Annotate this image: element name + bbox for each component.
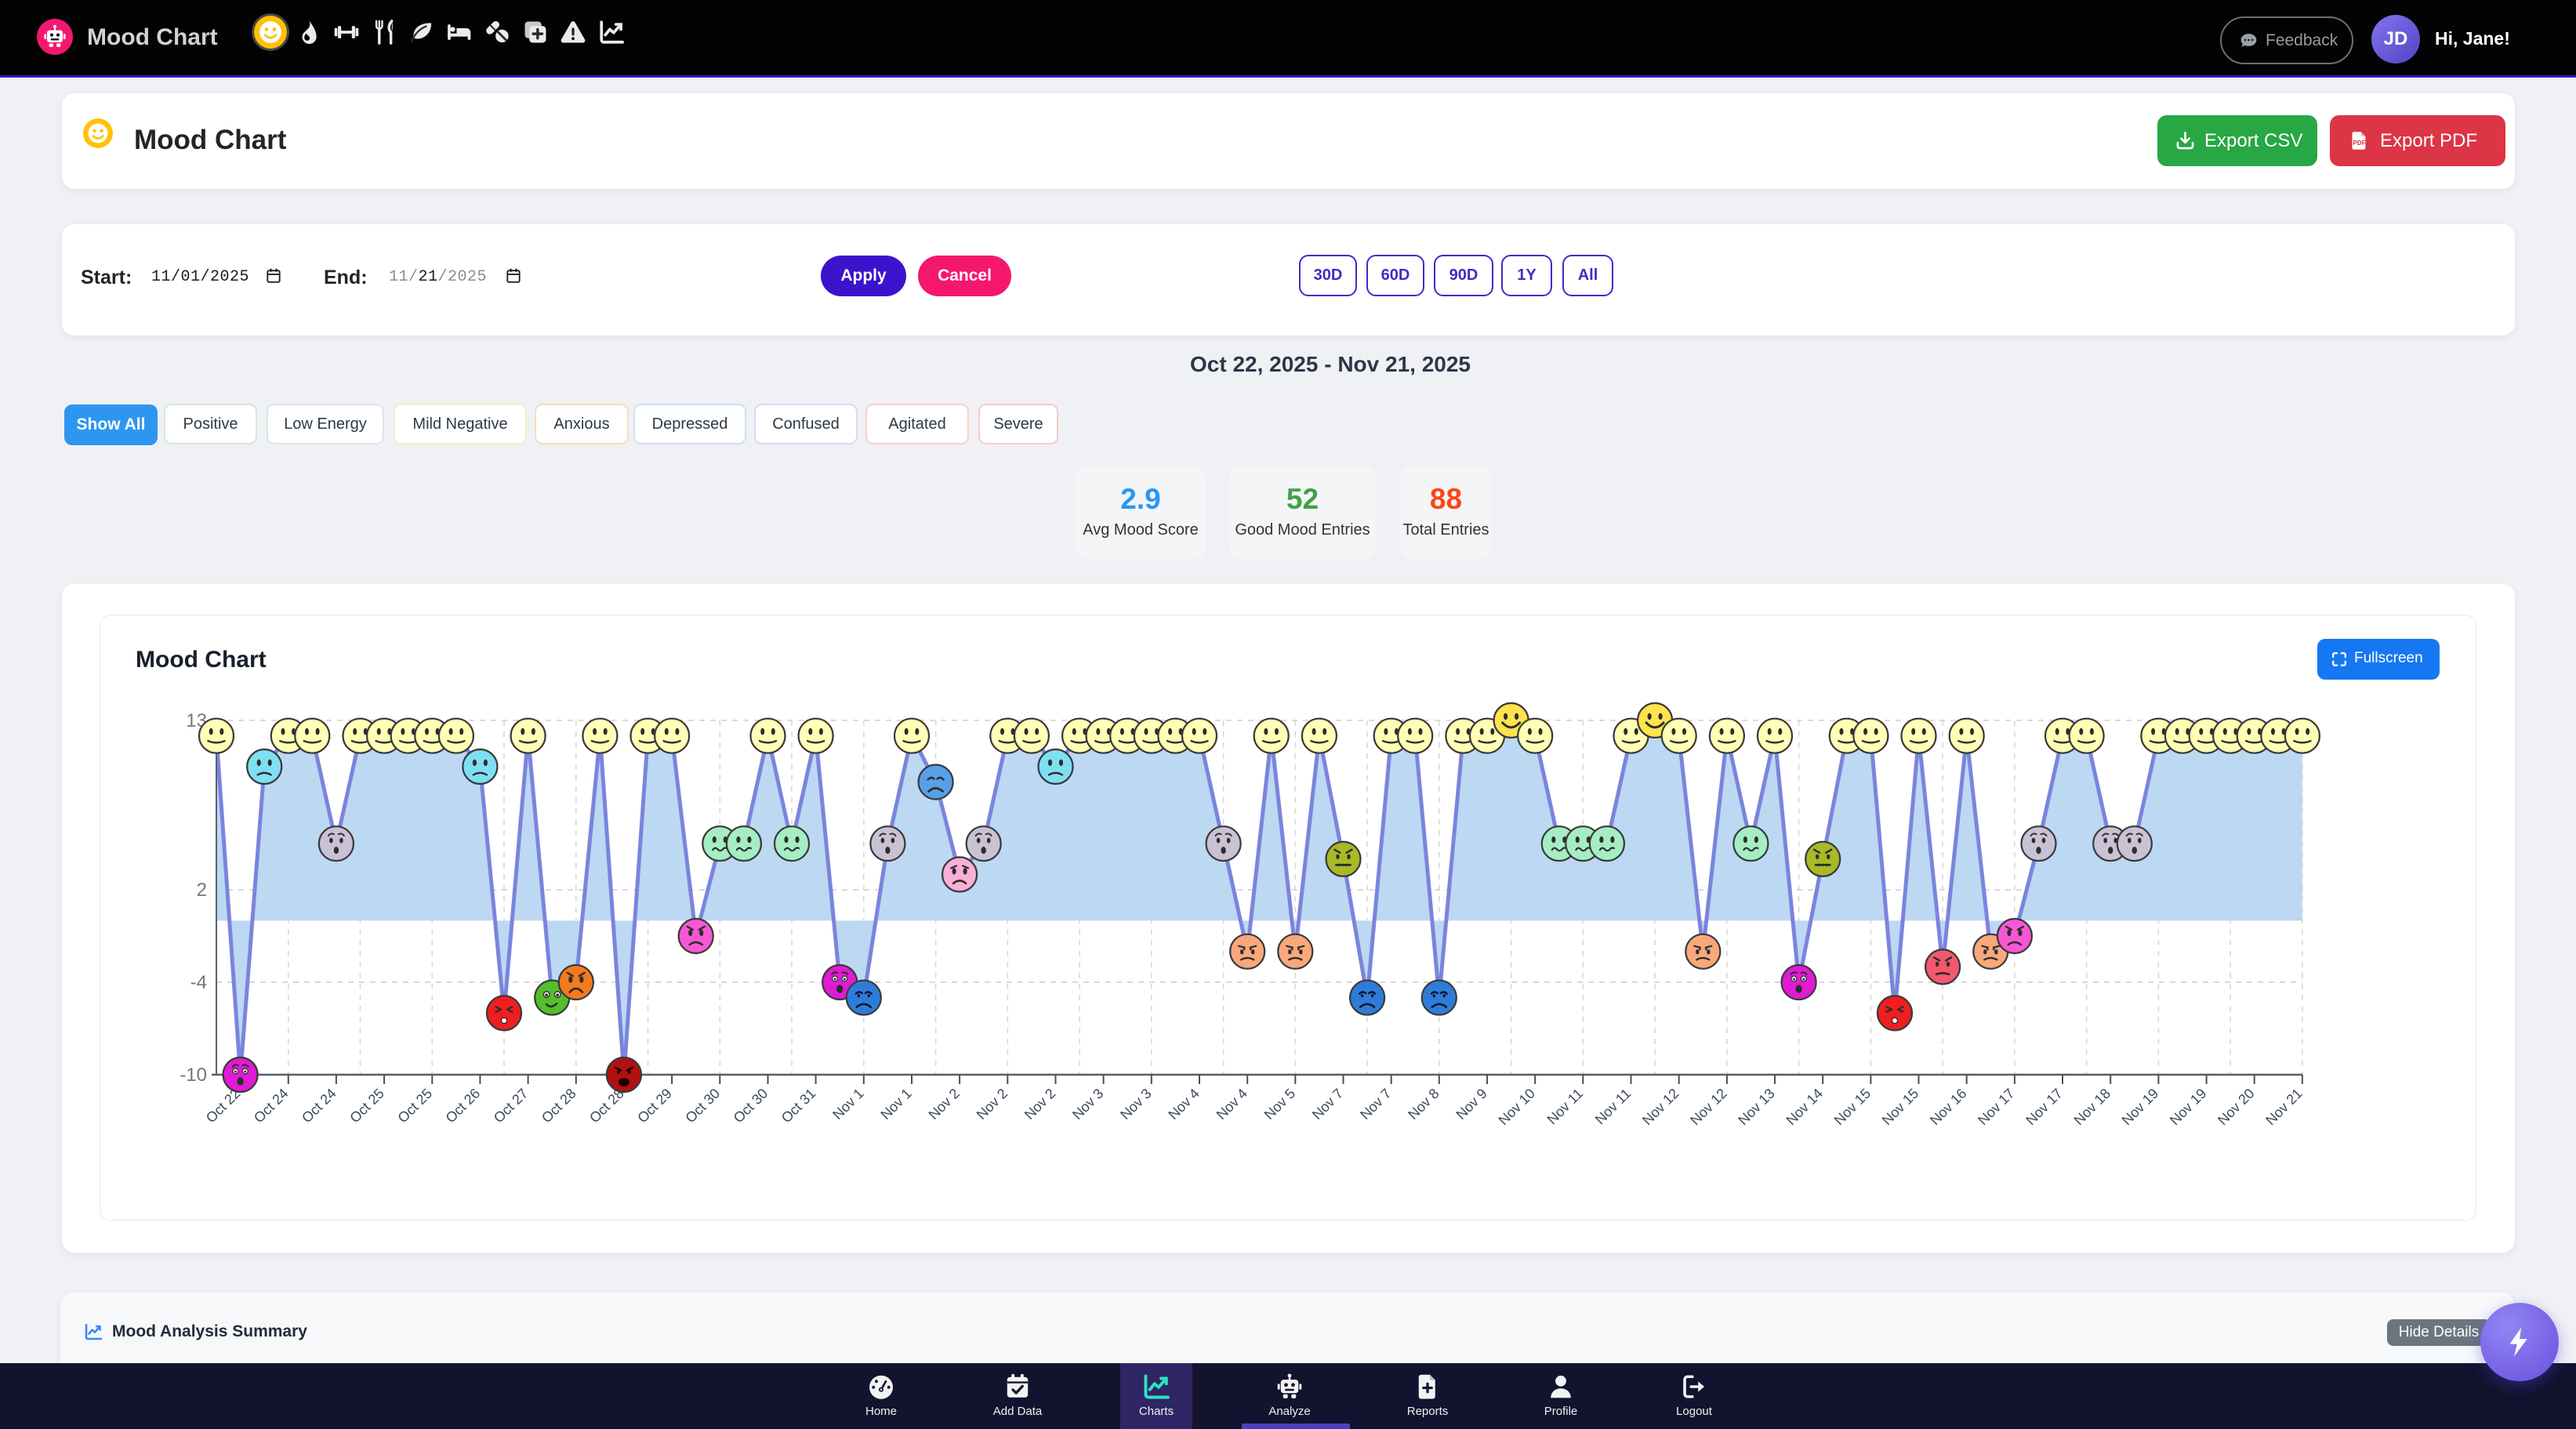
svg-text:Nov 11: Nov 11 [1544,1086,1587,1128]
svg-text:Nov 12: Nov 12 [1639,1086,1682,1128]
svg-text:Oct 30: Oct 30 [682,1086,723,1126]
svg-text:Nov 4: Nov 4 [1214,1086,1250,1123]
svg-text:Nov 19: Nov 19 [2167,1086,2209,1128]
svg-text:Nov 2: Nov 2 [1021,1086,1058,1123]
svg-text:Nov 17: Nov 17 [2023,1086,2065,1128]
svg-text:Nov 2: Nov 2 [974,1086,1010,1123]
svg-text:Nov 3: Nov 3 [1069,1086,1106,1123]
svg-text:Oct 26: Oct 26 [443,1086,484,1126]
svg-text:Nov 3: Nov 3 [1117,1086,1154,1123]
svg-text:Nov 7: Nov 7 [1309,1086,1346,1123]
svg-text:Nov 5: Nov 5 [1261,1086,1298,1123]
svg-text:2: 2 [197,880,207,901]
svg-text:Nov 12: Nov 12 [1687,1086,1729,1128]
svg-text:Nov 15: Nov 15 [1879,1086,1921,1128]
svg-text:Nov 10: Nov 10 [1496,1086,1538,1128]
svg-text:Nov 15: Nov 15 [1831,1086,1874,1128]
svg-text:Nov 13: Nov 13 [1735,1086,1777,1128]
svg-text:Oct 31: Oct 31 [778,1086,819,1126]
svg-text:Oct 24: Oct 24 [251,1086,292,1126]
svg-text:Nov 2: Nov 2 [926,1086,963,1123]
svg-text:Nov 1: Nov 1 [829,1086,866,1123]
svg-text:Oct 29: Oct 29 [634,1086,675,1126]
svg-text:Nov 20: Nov 20 [2215,1086,2257,1128]
svg-text:Nov 7: Nov 7 [1357,1086,1394,1123]
svg-text:PDF: PDF [2353,140,2365,147]
svg-text:Oct 25: Oct 25 [394,1086,435,1126]
svg-text:Oct 24: Oct 24 [299,1086,339,1126]
svg-text:Nov 18: Nov 18 [2071,1086,2113,1128]
svg-text:Nov 21: Nov 21 [2262,1086,2305,1128]
svg-text:Nov 8: Nov 8 [1405,1086,1442,1123]
svg-text:Nov 4: Nov 4 [1165,1086,1202,1123]
svg-text:Oct 30: Oct 30 [731,1086,771,1126]
svg-text:Nov 19: Nov 19 [2119,1086,2161,1128]
svg-text:-10: -10 [180,1064,207,1086]
svg-text:Nov 17: Nov 17 [1975,1086,2017,1128]
svg-text:Nov 9: Nov 9 [1453,1086,1489,1123]
svg-text:Nov 1: Nov 1 [877,1086,914,1123]
svg-text:-4: -4 [190,972,207,993]
svg-text:Nov 14: Nov 14 [1783,1086,1826,1128]
svg-text:Nov 16: Nov 16 [1927,1086,1969,1128]
svg-text:Oct 28: Oct 28 [539,1086,579,1126]
svg-text:Oct 27: Oct 27 [491,1086,532,1126]
svg-text:Nov 11: Nov 11 [1592,1086,1634,1128]
svg-text:Oct 25: Oct 25 [346,1086,387,1126]
